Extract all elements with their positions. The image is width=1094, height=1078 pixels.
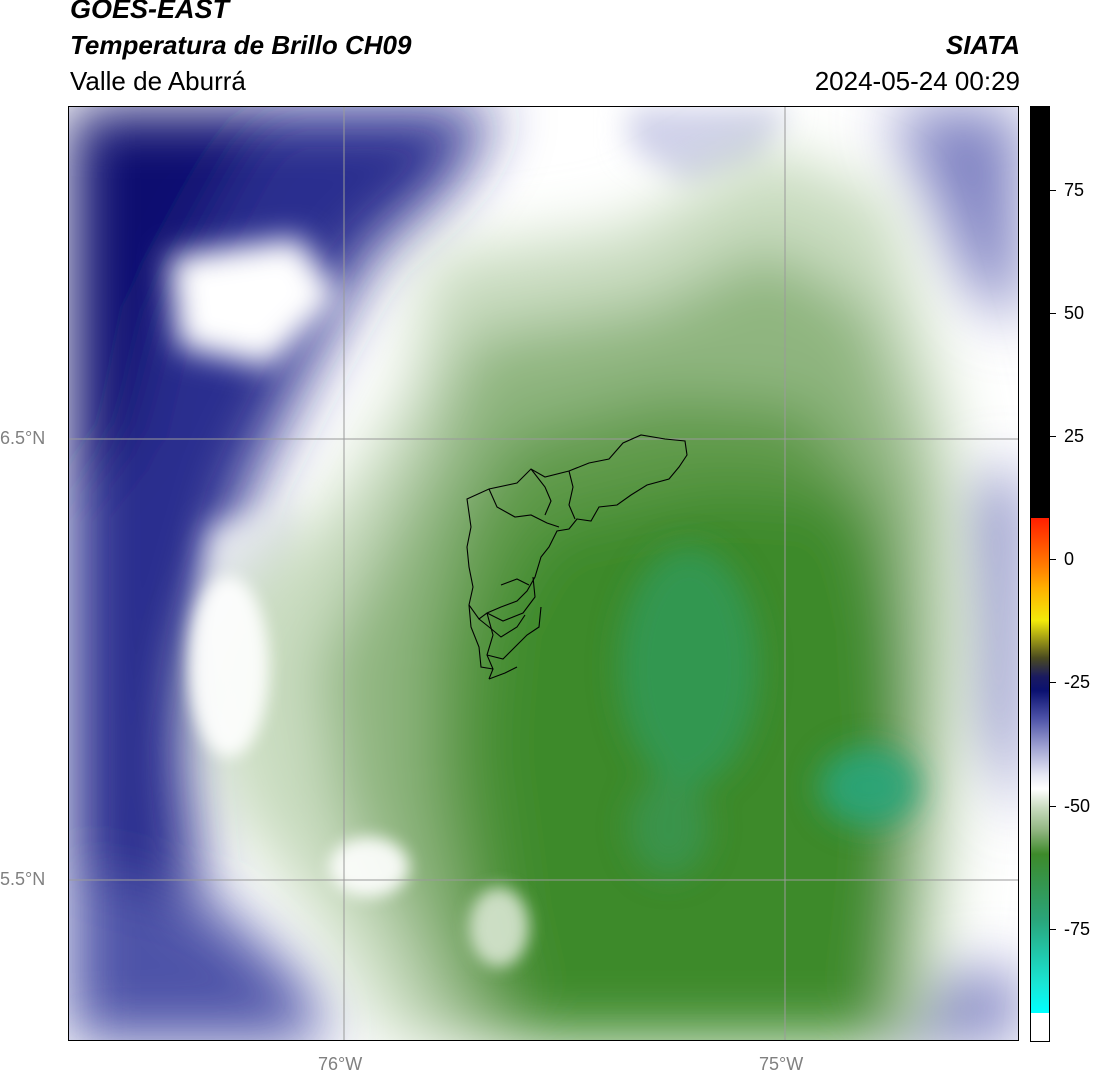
map-subtitle: Temperatura de Brillo CH09	[70, 30, 412, 60]
colorbar-tick-25: 25	[1064, 426, 1085, 446]
municipality-boundaries	[466, 434, 688, 680]
colorbar-tick-0: 0	[1064, 549, 1075, 569]
colorbar-tick-neg25: -25	[1064, 672, 1091, 692]
map-panel[interactable]	[68, 106, 1019, 1041]
lat-label-5-5: 5.5°N	[0, 869, 46, 889]
region-name: Valle de Aburrá	[70, 66, 246, 96]
colorbar-tick-neg75: -75	[1064, 919, 1091, 939]
organization-name: SIATA	[945, 30, 1020, 60]
map-title: GOES-EAST	[70, 0, 230, 24]
graticule	[69, 107, 1018, 1040]
brightness-temperature-field	[69, 107, 1018, 1040]
timestamp: 2024-05-24 00:29	[814, 66, 1020, 96]
colorbar-tick-75: 75	[1064, 180, 1085, 200]
colorbar-tick-50: 50	[1064, 303, 1085, 323]
lat-label-6-5: 6.5°N	[0, 428, 46, 448]
colorbar-gradient	[1031, 107, 1049, 1041]
lon-label-76w: 76°W	[318, 1054, 363, 1074]
lon-label-75w: 75°W	[759, 1054, 804, 1074]
colorbar	[1030, 106, 1050, 1042]
colorbar-tick-neg50: -50	[1064, 796, 1091, 816]
